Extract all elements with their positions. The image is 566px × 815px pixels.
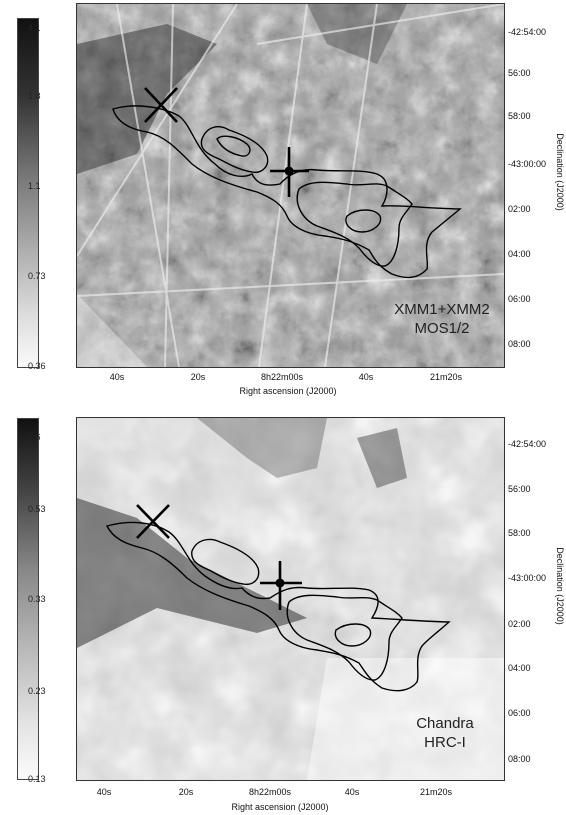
colorbar-label: 0.13 xyxy=(28,774,46,784)
x-axis-label: Right ascension (J2000) xyxy=(239,386,337,396)
colorbar-label: 1.8 xyxy=(28,91,41,101)
x-marker-xmm xyxy=(144,87,178,123)
y-tick-label: 56:00 xyxy=(508,484,531,494)
y-tick-label: 58:00 xyxy=(508,528,531,538)
y-tick-label: 56:00 xyxy=(508,68,531,78)
instrument-annotation: Chandra HRC-I xyxy=(400,714,490,752)
x-marker-chandra xyxy=(136,504,170,539)
x-tick-label: 8h22m00s xyxy=(260,372,304,382)
x-tick-label: 20s xyxy=(190,372,206,382)
y-tick-label: 06:00 xyxy=(508,708,531,718)
y-tick-label: 08:00 xyxy=(508,339,531,349)
y-tick-label: 58:00 xyxy=(508,111,531,121)
y-axis-label: Declination (J2000) xyxy=(555,547,565,625)
y-tick-label: 08:00 xyxy=(508,754,531,764)
x-tick-label: 21m20s xyxy=(429,372,463,382)
y-tick-label: -42:54:00 xyxy=(508,439,547,449)
chandra-panel: 8.6 0.53 0.33 0.23 0.13 xyxy=(0,410,566,815)
y-tick-label: 02:00 xyxy=(508,619,531,629)
y-tick-label: 04:00 xyxy=(508,249,531,259)
x-tick-label: 20s xyxy=(178,787,194,797)
chandra-image xyxy=(76,417,505,781)
x-tick-label: 8h22m00s xyxy=(248,787,292,797)
y-tick-label: 02:00 xyxy=(508,204,531,214)
x-tick-label: 40s xyxy=(96,787,112,797)
colorbar-xmm xyxy=(17,18,39,368)
colorbar-label: 0.23 xyxy=(28,686,46,696)
x-tick-label: 40s xyxy=(344,787,360,797)
xmm-panel: 4.1 1.8 1.1 0.73 0.36 xyxy=(0,0,566,405)
annotation-line-2: MOS1/2 xyxy=(414,320,470,337)
annotation-line-2: HRC-I xyxy=(424,734,466,751)
x-axis-label: Right ascension (J2000) xyxy=(231,802,329,812)
y-tick-label: -42:54:00 xyxy=(508,27,547,37)
colorbar-label: 1.1 xyxy=(28,181,41,191)
x-tick-label: 40s xyxy=(358,372,374,382)
colorbar-chandra xyxy=(17,418,39,780)
y-tick-label: 04:00 xyxy=(508,663,531,673)
y-tick-label: 06:00 xyxy=(508,294,531,304)
y-tick-label: -43:00:00 xyxy=(508,573,547,583)
instrument-annotation: XMM1+XMM2 MOS1/2 xyxy=(382,300,502,338)
colorbar-label: 0.36 xyxy=(28,361,46,371)
y-axis-label: Declination (J2000) xyxy=(555,133,565,211)
colorbar-label: 0.33 xyxy=(28,594,46,604)
y-tick-label: -43:00:00 xyxy=(508,159,547,169)
colorbar-label: 8.6 xyxy=(28,432,41,442)
xmm-image xyxy=(76,3,505,368)
annotation-line-1: Chandra xyxy=(416,715,474,732)
x-tick-label: 40s xyxy=(109,372,125,382)
colorbar-label: 4.1 xyxy=(28,23,41,33)
colorbar-label: 0.53 xyxy=(28,504,46,514)
annotation-line-1: XMM1+XMM2 xyxy=(394,301,490,318)
colorbar-label: 0.73 xyxy=(28,271,46,281)
x-tick-label: 21m20s xyxy=(419,787,453,797)
